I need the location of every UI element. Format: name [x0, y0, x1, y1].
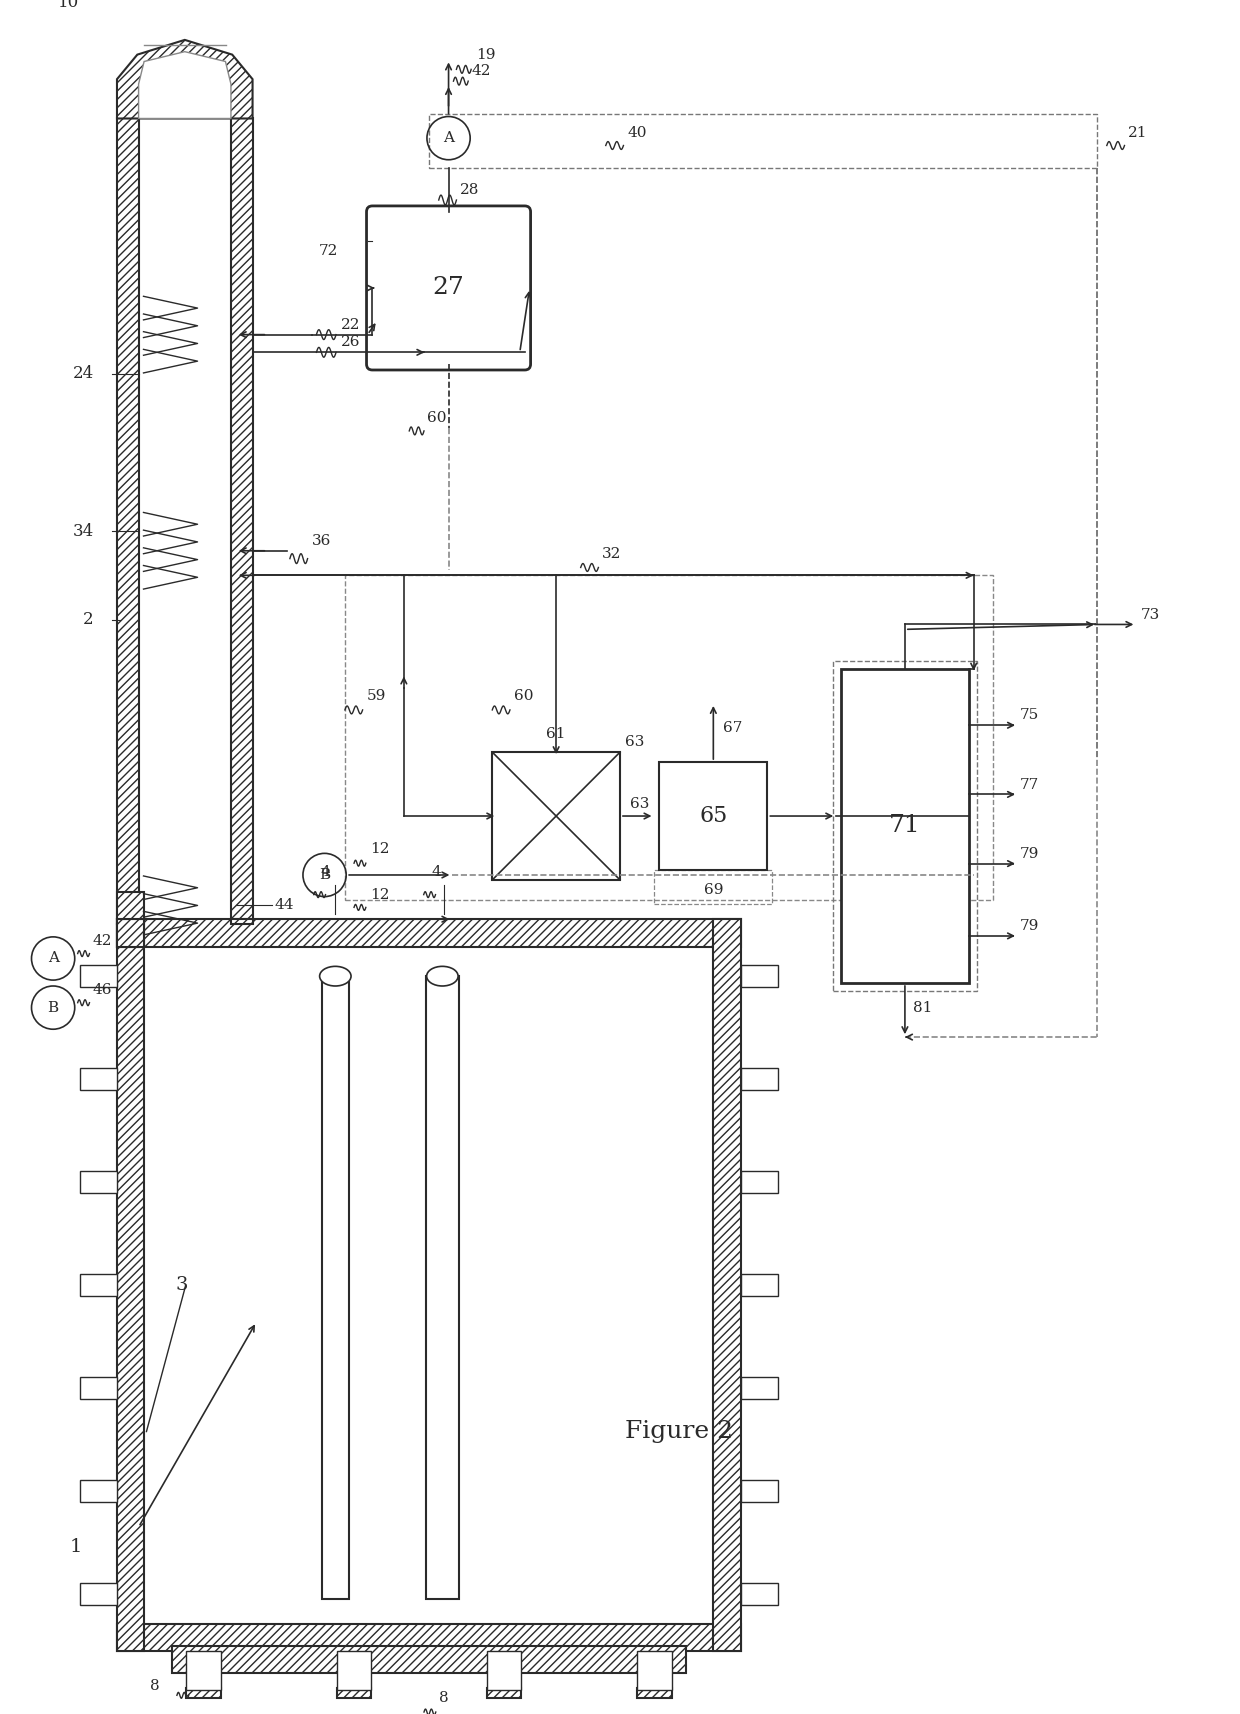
Text: 44: 44 — [274, 898, 294, 912]
Text: 77: 77 — [1019, 778, 1039, 792]
Text: 71: 71 — [889, 814, 921, 838]
Bar — [740, 1584, 779, 1604]
Bar — [336, 1688, 371, 1699]
Bar — [117, 919, 740, 946]
Bar — [79, 1584, 117, 1604]
Bar — [79, 965, 117, 987]
Polygon shape — [139, 51, 231, 118]
Text: 3: 3 — [176, 1277, 188, 1294]
Text: 28: 28 — [460, 183, 480, 197]
Bar — [713, 919, 740, 1651]
Bar — [740, 1274, 779, 1296]
Bar — [231, 118, 253, 924]
Bar — [740, 1481, 779, 1501]
Bar — [833, 662, 977, 991]
Bar — [231, 919, 253, 924]
Bar — [186, 1688, 221, 1699]
Text: 60: 60 — [427, 411, 446, 425]
Bar — [740, 1068, 779, 1090]
Bar — [321, 977, 350, 1599]
Bar — [117, 891, 145, 919]
Bar — [740, 1171, 779, 1193]
Bar — [487, 1651, 521, 1690]
Text: 75: 75 — [1019, 708, 1039, 722]
Bar — [139, 118, 231, 924]
Text: 67: 67 — [723, 720, 743, 735]
Text: 79: 79 — [1019, 919, 1039, 932]
Text: 8: 8 — [150, 1678, 160, 1692]
Bar — [740, 1378, 779, 1399]
Bar — [79, 1171, 117, 1193]
Text: 40: 40 — [627, 125, 647, 141]
Text: 65: 65 — [699, 806, 728, 828]
Bar — [79, 1068, 117, 1090]
Text: Figure 2: Figure 2 — [625, 1419, 733, 1443]
Text: 36: 36 — [311, 535, 331, 548]
Text: 4: 4 — [432, 866, 441, 879]
Text: 21: 21 — [1128, 125, 1148, 141]
Bar — [425, 977, 459, 1599]
Text: 72: 72 — [319, 243, 337, 259]
Bar — [117, 919, 145, 1651]
Bar — [841, 668, 968, 984]
Bar — [740, 965, 779, 987]
Text: 79: 79 — [1019, 847, 1039, 860]
Text: 26: 26 — [341, 336, 361, 350]
Text: 34: 34 — [73, 523, 94, 540]
Text: 22: 22 — [341, 317, 361, 333]
Text: 61: 61 — [547, 727, 565, 742]
Text: 10: 10 — [58, 0, 79, 10]
Text: B: B — [319, 867, 330, 883]
Bar — [336, 1651, 371, 1690]
Text: A: A — [443, 132, 454, 146]
Text: 46: 46 — [93, 982, 112, 998]
Text: 63: 63 — [625, 735, 645, 749]
Text: 8: 8 — [439, 1692, 449, 1705]
Bar — [117, 919, 145, 946]
Bar — [79, 1481, 117, 1501]
Text: 69: 69 — [703, 883, 723, 896]
Text: 24: 24 — [73, 365, 94, 382]
Text: 73: 73 — [1141, 608, 1161, 622]
Bar — [139, 891, 145, 919]
Ellipse shape — [427, 967, 458, 986]
Bar — [117, 1623, 740, 1651]
Text: 12: 12 — [370, 888, 389, 902]
Text: A: A — [47, 951, 58, 965]
Text: B: B — [47, 1001, 58, 1015]
Bar — [79, 1274, 117, 1296]
Bar — [660, 763, 768, 871]
Bar — [345, 576, 993, 900]
Text: 63: 63 — [630, 797, 650, 811]
Bar — [637, 1651, 672, 1690]
Polygon shape — [117, 39, 253, 118]
Bar — [117, 924, 139, 946]
Bar — [637, 1688, 672, 1699]
Bar — [487, 1688, 521, 1699]
Text: 32: 32 — [603, 547, 621, 560]
Text: 27: 27 — [433, 276, 465, 300]
Bar — [117, 118, 139, 924]
Bar — [429, 113, 1097, 168]
Text: 42: 42 — [93, 934, 112, 948]
Bar — [186, 1651, 221, 1690]
Text: 81: 81 — [913, 1001, 932, 1015]
Text: 12: 12 — [370, 843, 389, 857]
Bar — [145, 946, 713, 1623]
Bar — [655, 871, 773, 905]
Text: 42: 42 — [471, 65, 491, 79]
Text: 1: 1 — [69, 1537, 82, 1556]
Text: 60: 60 — [513, 689, 533, 703]
Text: 59: 59 — [367, 689, 386, 703]
Bar — [172, 1645, 686, 1673]
FancyBboxPatch shape — [367, 206, 531, 370]
Text: 19: 19 — [476, 48, 496, 62]
Text: 2: 2 — [83, 610, 93, 627]
Bar — [492, 752, 620, 879]
Ellipse shape — [320, 967, 351, 986]
Bar — [79, 1378, 117, 1399]
Text: 4: 4 — [321, 866, 330, 879]
